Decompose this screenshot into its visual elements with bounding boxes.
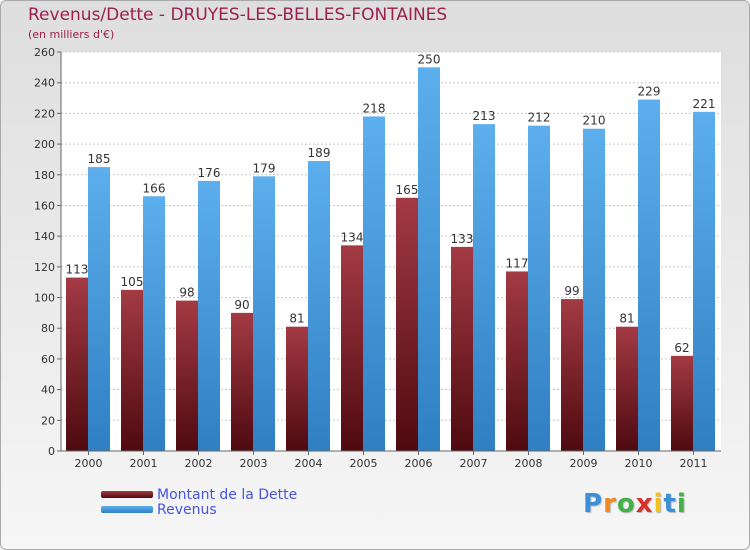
logo-letter: i xyxy=(676,489,687,519)
x-tick-label: 2002 xyxy=(185,457,213,470)
x-tick-label: 2008 xyxy=(515,457,543,470)
data-label: 62 xyxy=(674,341,689,355)
bar-revenus xyxy=(638,99,660,452)
data-label: 229 xyxy=(638,85,661,99)
bar-revenus xyxy=(473,124,495,451)
data-label: 134 xyxy=(341,230,364,244)
y-axis: 0 20 40 60 80 100 120 140 160 180 200 220 240 260 xyxy=(34,46,62,458)
data-label: 113 xyxy=(66,263,89,277)
data-label: 210 xyxy=(583,114,606,128)
y-tick-label: 260 xyxy=(34,46,55,59)
legend-item-revenus: Revenus xyxy=(101,501,297,518)
data-label: 212 xyxy=(528,111,551,125)
data-label: 179 xyxy=(253,161,276,175)
legend-label-revenus: Revenus xyxy=(157,501,217,518)
y-tick-label: 180 xyxy=(34,169,55,182)
x-axis: 2000 2001 2002 2003 2004 2005 2006 2007 2008 2009… xyxy=(61,450,721,470)
data-label: 189 xyxy=(308,146,331,160)
logo-letter: r xyxy=(603,489,617,519)
x-tick-label: 2001 xyxy=(130,457,158,470)
data-label: 105 xyxy=(121,275,144,289)
chart-subtitle: (en milliers d'€) xyxy=(28,28,115,41)
bar-revenus xyxy=(693,111,715,451)
data-label: 133 xyxy=(451,232,474,246)
data-label: 81 xyxy=(289,312,304,326)
x-tick-label: 2009 xyxy=(570,457,598,470)
x-tick-label: 2005 xyxy=(350,457,378,470)
data-label: 98 xyxy=(179,286,194,300)
x-tick-label: 2007 xyxy=(460,457,488,470)
bar-revenus xyxy=(253,176,275,452)
logo-letter: t xyxy=(663,489,677,519)
legend-swatch-revenus xyxy=(101,506,153,513)
y-tick-label: 100 xyxy=(34,292,55,305)
legend: Montant de la Dette Revenus xyxy=(101,486,298,518)
y-tick-label: 200 xyxy=(34,138,55,151)
bar-debt xyxy=(231,312,253,451)
data-label: 117 xyxy=(506,256,529,270)
data-label: 90 xyxy=(234,298,249,312)
bar-debt xyxy=(396,197,418,451)
bar-debt xyxy=(121,289,143,451)
y-tick-label: 120 xyxy=(34,261,55,274)
bar-debt xyxy=(286,326,308,451)
y-tick-label: 0 xyxy=(48,445,55,458)
y-tick-label: 80 xyxy=(41,322,55,335)
bar-revenus xyxy=(418,67,440,451)
bar-debt xyxy=(671,355,693,451)
x-tick-label: 2011 xyxy=(680,457,708,470)
bar-debt xyxy=(616,326,638,451)
data-label: 250 xyxy=(418,52,441,66)
x-tick-label: 2010 xyxy=(625,457,653,470)
data-label: 81 xyxy=(619,312,634,326)
data-label: 185 xyxy=(88,152,111,166)
y-tick-label: 20 xyxy=(41,414,55,427)
legend-swatch-debt xyxy=(101,491,153,498)
bar-debt xyxy=(341,245,363,451)
data-label: 213 xyxy=(473,109,496,123)
bar-debt xyxy=(506,271,528,451)
logo-letter: i xyxy=(653,489,664,519)
plot-area xyxy=(61,52,721,451)
bar-revenus xyxy=(528,125,550,452)
bar-revenus xyxy=(198,180,220,451)
bar-revenus xyxy=(308,160,330,451)
y-tick-label: 140 xyxy=(34,230,55,243)
x-tick-label: 2006 xyxy=(405,457,433,470)
bar-revenus xyxy=(583,128,605,451)
chart-title: Revenus/Dette - DRUYES-LES-BELLES-FONTAI… xyxy=(28,5,448,25)
bar-revenus xyxy=(143,196,165,451)
logo-letter: P xyxy=(583,489,604,519)
y-tick-label: 60 xyxy=(41,353,55,366)
data-label: 218 xyxy=(363,101,386,115)
bar-debt xyxy=(176,300,198,451)
x-tick-label: 2003 xyxy=(240,457,268,470)
proxiti-logo: Proxiti xyxy=(583,489,687,519)
grid-lines xyxy=(61,51,721,451)
logo-letter: o xyxy=(616,489,636,519)
bar-revenus xyxy=(88,167,110,451)
bar-debt xyxy=(451,246,473,451)
data-label: 99 xyxy=(564,284,579,298)
y-tick-label: 40 xyxy=(41,384,55,397)
legend-label-debt: Montant de la Dette xyxy=(157,486,298,503)
bars: 113 185 105 166 98 176 90 179 81 189 134 218 165 250 1… xyxy=(66,52,716,452)
data-label: 165 xyxy=(396,183,419,197)
data-label: 166 xyxy=(143,181,166,195)
logo-letter: x xyxy=(635,489,654,519)
bar-debt xyxy=(66,277,88,451)
y-tick-label: 160 xyxy=(34,199,55,212)
bar-revenus xyxy=(363,116,385,451)
y-tick-label: 240 xyxy=(34,77,55,90)
bar-debt xyxy=(561,299,583,451)
legend-item-debt: Montant de la Dette xyxy=(101,486,298,503)
x-tick-label: 2000 xyxy=(75,457,103,470)
y-tick-label: 220 xyxy=(34,107,55,120)
x-tick-label: 2004 xyxy=(295,457,323,470)
data-label: 176 xyxy=(198,166,221,180)
data-label: 221 xyxy=(693,97,716,111)
